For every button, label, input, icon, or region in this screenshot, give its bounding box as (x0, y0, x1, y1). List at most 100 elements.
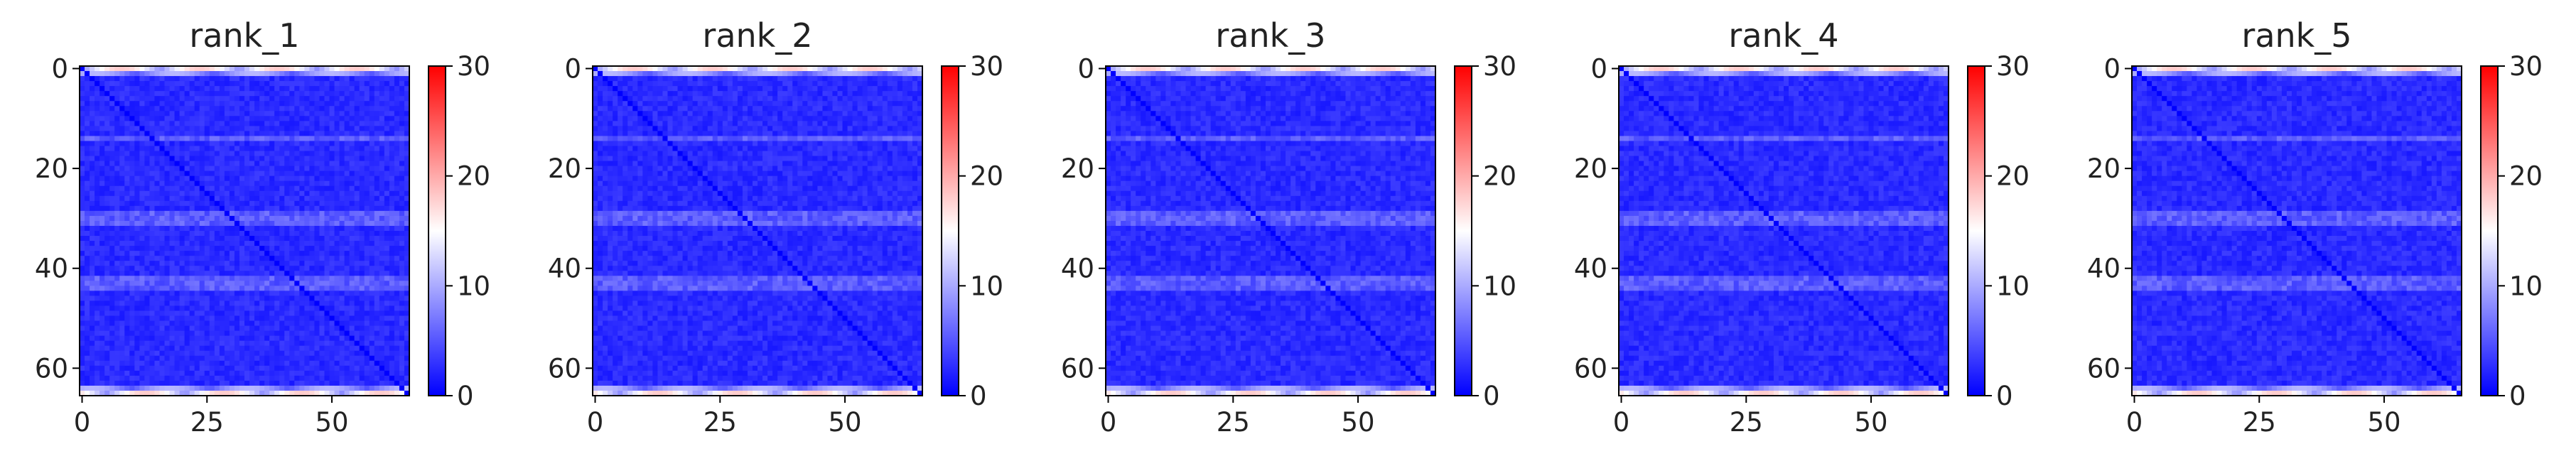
heatmap-cell (169, 175, 176, 182)
heatmap-cell (269, 300, 275, 307)
heatmap-cell (349, 200, 355, 207)
heatmap-cell (134, 180, 140, 187)
heatmap-cell (154, 370, 161, 376)
heatmap-cell (603, 66, 608, 72)
heatmap-cell (294, 261, 300, 266)
heatmap-cell (329, 220, 335, 227)
heatmap-cell (379, 365, 385, 372)
heatmap-cell (309, 286, 316, 291)
heatmap-cell (159, 175, 166, 182)
heatmap-cell (90, 220, 95, 227)
heatmap-cell (284, 315, 290, 322)
heatmap-cell (359, 385, 365, 391)
heatmap-cell (329, 111, 335, 116)
heatmap-cell (129, 131, 135, 137)
heatmap-cell (787, 106, 793, 112)
heatmap-cell (164, 340, 171, 347)
heatmap-cell (707, 66, 713, 72)
heatmap-cell (249, 246, 255, 251)
heatmap-cell (144, 166, 151, 172)
heatmap-cell (299, 276, 305, 281)
heatmap-cell (314, 225, 320, 232)
heatmap-cell (897, 91, 903, 97)
heatmap-cell (219, 296, 225, 302)
heatmap-cell (249, 360, 255, 367)
heatmap-cell (254, 71, 260, 77)
heatmap-cell (90, 151, 95, 157)
heatmap-cell (194, 111, 200, 116)
heatmap-cell (309, 66, 316, 72)
heatmap-cell (199, 220, 205, 227)
heatmap-cell (204, 200, 210, 207)
heatmap-cell (832, 91, 839, 97)
heatmap-cell (379, 180, 385, 187)
heatmap-cell (314, 385, 320, 391)
heatmap-cell (309, 365, 316, 372)
heatmap-cell (199, 151, 205, 157)
heatmap-cell (359, 225, 365, 232)
heatmap-cell (244, 126, 250, 131)
heatmap-cell (349, 106, 355, 112)
heatmap-cell (902, 96, 908, 102)
heatmap-cell (199, 215, 205, 222)
heatmap-cell (85, 345, 90, 352)
heatmap-cell (179, 325, 185, 332)
heatmap-cell (199, 355, 205, 362)
heatmap-cell (762, 96, 768, 102)
heatmap-cell (139, 136, 145, 142)
heatmap-cell (199, 305, 205, 312)
heatmap-cell (314, 170, 320, 177)
heatmap-cell (134, 296, 140, 302)
heatmap-cell (179, 180, 185, 187)
heatmap-cell (169, 281, 176, 286)
heatmap-cell (104, 365, 110, 372)
heatmap-cell (109, 300, 115, 307)
heatmap-cell (349, 246, 355, 251)
heatmap-cell (912, 71, 918, 77)
heatmap-cell (284, 91, 290, 97)
heatmap-cell (164, 121, 171, 126)
heatmap-cell (324, 380, 330, 386)
heatmap-cell (369, 340, 375, 347)
heatmap-cell (154, 310, 161, 317)
heatmap-cell (284, 370, 290, 376)
heatmap-cell (304, 335, 310, 342)
heatmap-cell (99, 335, 105, 342)
heatmap-cell (349, 161, 355, 167)
heatmap-cell (623, 106, 628, 112)
heatmap-cell (184, 151, 190, 157)
heatmap-cell (687, 86, 694, 92)
heatmap-cell (104, 71, 110, 77)
heatmap-cell (124, 126, 130, 131)
heatmap-cell (254, 76, 260, 82)
heatmap-cell (139, 170, 145, 177)
heatmap-cell (194, 151, 200, 157)
heatmap-cell (90, 251, 95, 256)
heatmap-cell (269, 126, 275, 131)
heatmap-cell (184, 340, 190, 347)
heatmap-cell (299, 375, 305, 381)
heatmap-cell (294, 385, 300, 391)
heatmap-cell (134, 390, 140, 396)
heatmap-cell (154, 146, 161, 152)
heatmap-cell (80, 315, 85, 322)
heatmap-cell (209, 166, 215, 172)
heatmap-cell (284, 360, 290, 367)
heatmap-cell (184, 131, 190, 137)
heatmap-cell (792, 106, 798, 112)
heatmap-cell (892, 76, 898, 82)
heatmap-cell (259, 141, 265, 147)
heatmap-cell (314, 121, 320, 126)
heatmap-cell (354, 76, 360, 82)
heatmap-cell (194, 281, 200, 286)
heatmap-cell (164, 170, 171, 177)
heatmap-cell (369, 156, 375, 162)
heatmap-cell (374, 350, 380, 357)
heatmap-cell (384, 286, 390, 291)
heatmap-cell (259, 355, 265, 362)
heatmap-cell (294, 360, 300, 367)
heatmap-cell (95, 121, 100, 126)
heatmap-cell (259, 86, 265, 92)
heatmap-cell (299, 320, 305, 327)
heatmap-cell (289, 190, 295, 197)
